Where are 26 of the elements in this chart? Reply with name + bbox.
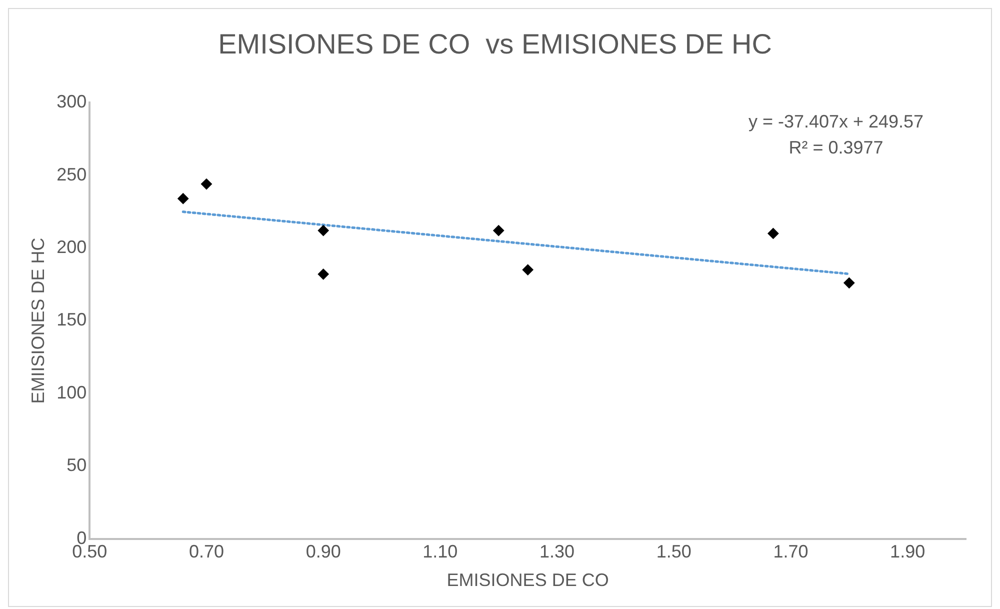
annotation: R² = 0.3977 xyxy=(788,138,884,158)
y-tick-label: 50 xyxy=(66,455,87,476)
y-axis-title: EMIISIONES DE HC xyxy=(28,238,48,404)
point xyxy=(522,264,534,276)
y-tick-label: 100 xyxy=(56,382,87,402)
x-tick-label: 1.10 xyxy=(422,542,458,562)
y-tick-label: 200 xyxy=(56,236,87,257)
point xyxy=(844,277,855,288)
point xyxy=(200,178,212,190)
x-tick-label: 0.70 xyxy=(188,542,224,562)
x-tick-label: 1.90 xyxy=(890,542,926,562)
y-tick-label: 250 xyxy=(56,164,87,184)
y-tick-label: 300 xyxy=(56,92,87,112)
x-tick-label: 1.30 xyxy=(540,542,575,562)
x-tick-label: 0.90 xyxy=(306,542,341,562)
point xyxy=(318,225,329,236)
x-tick-label: 1.70 xyxy=(773,542,808,562)
annotation: y = -37.407x + 249.57 xyxy=(748,112,924,132)
point xyxy=(768,228,779,239)
point xyxy=(178,193,189,204)
chart-title: EMISIONES DE CO vs EMISIONES DE HC xyxy=(218,28,772,60)
x-axis-title: EMISIONES DE CO xyxy=(446,570,609,590)
point xyxy=(493,225,504,236)
x-tick-label: 1.50 xyxy=(656,542,692,562)
y-tick-label: 150 xyxy=(56,310,87,330)
point xyxy=(318,268,329,280)
